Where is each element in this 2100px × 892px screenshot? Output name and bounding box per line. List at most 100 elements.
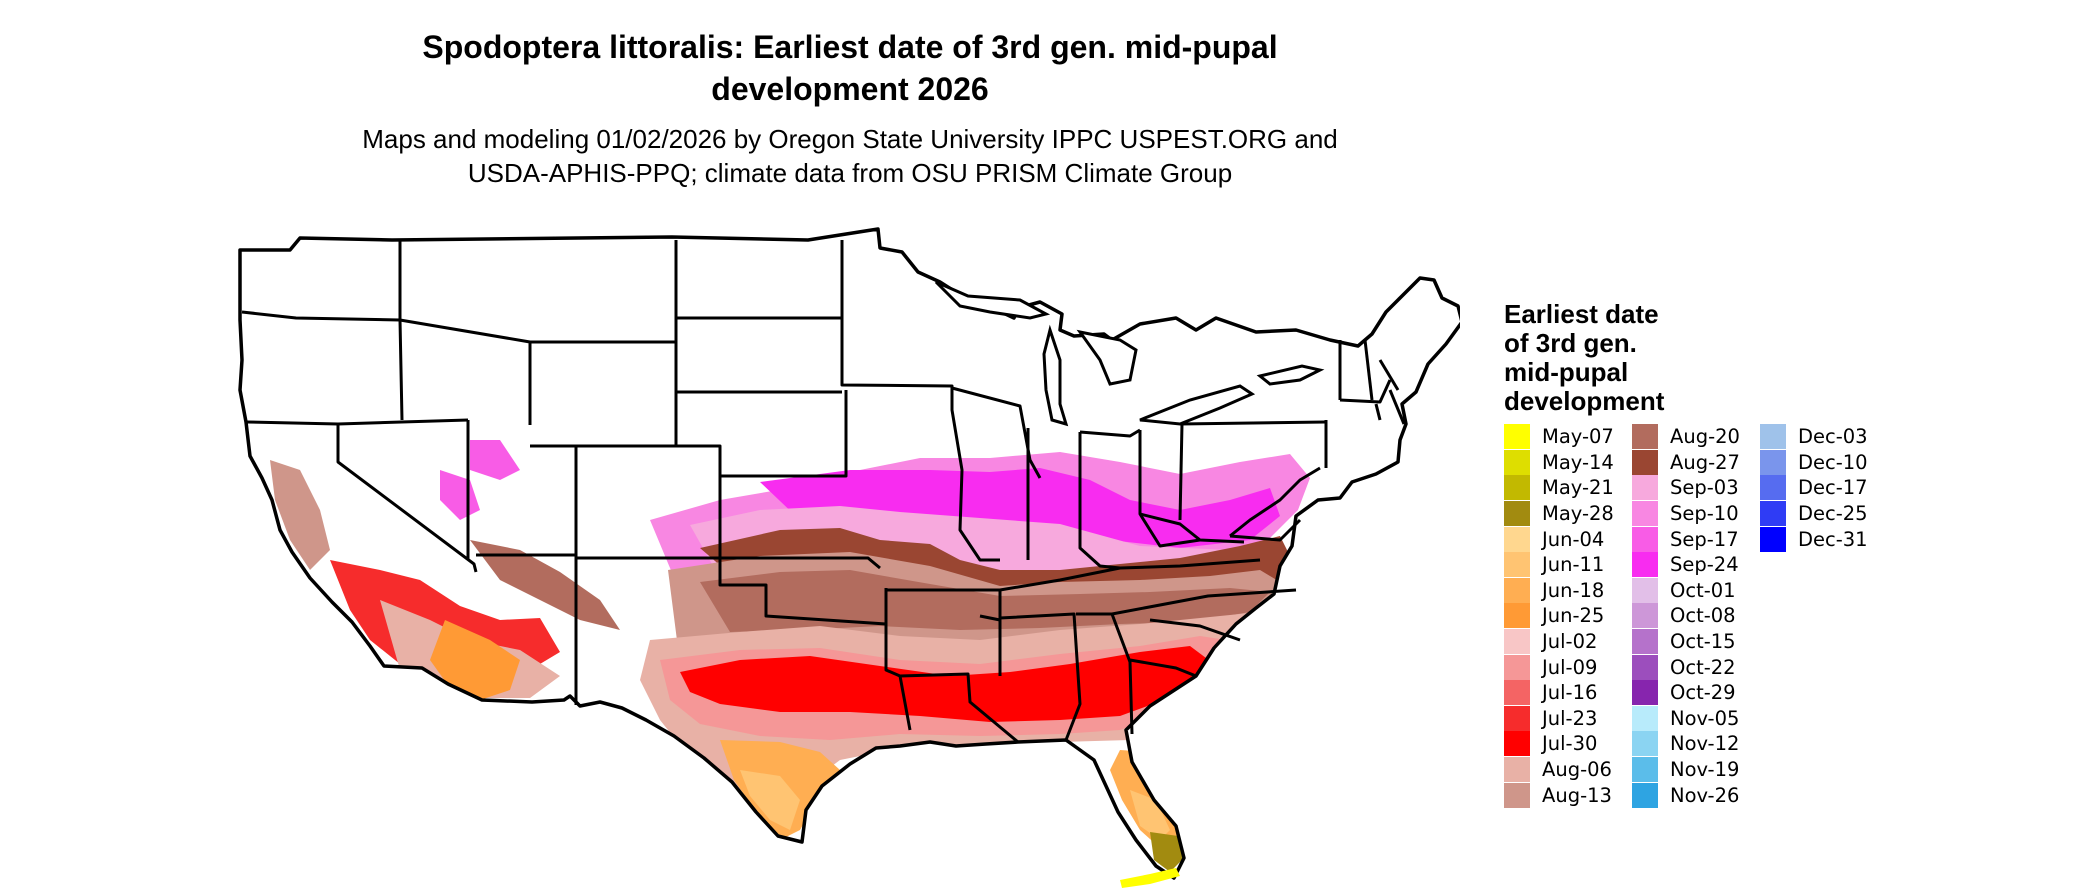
legend-item: Dec-10 xyxy=(1760,449,1868,476)
legend-item: Dec-25 xyxy=(1760,501,1868,527)
legend-item: May-07 xyxy=(1504,424,1614,450)
legend-label: Jun-11 xyxy=(1542,553,1605,577)
legend-item: Dec-03 xyxy=(1760,424,1868,450)
legend-swatch xyxy=(1504,680,1530,706)
legend-label: Sep-03 xyxy=(1670,476,1739,500)
legend-swatch xyxy=(1504,654,1530,680)
legend-label: Nov-05 xyxy=(1670,706,1740,730)
legend-item: Nov-12 xyxy=(1632,731,1740,757)
legend-swatch xyxy=(1632,782,1658,808)
us-map xyxy=(238,227,1460,888)
map-subtitle-line-2: USDA-APHIS-PPQ; climate data from OSU PR… xyxy=(467,158,1233,188)
legend-swatch xyxy=(1632,603,1658,629)
zone-aug-20-west xyxy=(470,540,620,630)
legend-swatch xyxy=(1632,424,1658,450)
legend-item: May-14 xyxy=(1504,449,1614,476)
legend-label: Oct-01 xyxy=(1670,578,1736,602)
zone-aug-13-california xyxy=(270,460,330,570)
legend-label: Oct-08 xyxy=(1670,604,1736,628)
legend-swatch xyxy=(1632,654,1658,680)
legend-item: Jul-09 xyxy=(1504,654,1614,680)
legend-label: Dec-17 xyxy=(1798,476,1868,500)
legend-item: Nov-26 xyxy=(1632,782,1740,808)
legend-item: Aug-13 xyxy=(1504,782,1614,808)
legend-item: Jun-18 xyxy=(1504,577,1614,604)
legend-label: Aug-27 xyxy=(1670,450,1740,474)
legend-label: May-07 xyxy=(1542,425,1614,449)
legend-swatch xyxy=(1632,449,1658,475)
legend-item: Jun-25 xyxy=(1504,603,1614,629)
zone-jun-25-arizona xyxy=(430,620,520,700)
legend-column-1: May-07 May-14 May-21 May-28 Jun-04 Jun-11 Jun-… xyxy=(1504,424,1614,808)
legend-item: Aug-06 xyxy=(1504,757,1614,783)
legend-item: Oct-29 xyxy=(1632,680,1740,706)
legend-swatch xyxy=(1504,603,1530,629)
legend-label: Jul-09 xyxy=(1542,655,1598,679)
legend-item: Sep-17 xyxy=(1632,526,1740,552)
legend-label: Jun-25 xyxy=(1542,604,1605,628)
legend-label: Dec-31 xyxy=(1798,527,1868,551)
legend-swatch xyxy=(1632,475,1658,501)
legend-column-3: Dec-03 Dec-10 Dec-17 Dec-25 Dec-31 xyxy=(1760,424,1868,552)
legend-label: Jul-16 xyxy=(1542,681,1598,705)
legend-swatch xyxy=(1760,424,1786,450)
legend-label: May-21 xyxy=(1542,476,1614,500)
legend-swatch xyxy=(1632,705,1658,731)
legend-swatch xyxy=(1632,757,1658,783)
legend-swatch xyxy=(1504,629,1530,655)
legend-item: Jun-11 xyxy=(1504,552,1614,578)
legend-label: Jul-02 xyxy=(1542,630,1598,654)
legend-label: Nov-19 xyxy=(1670,758,1740,782)
legend-swatch xyxy=(1760,501,1786,527)
legend-item: Dec-31 xyxy=(1760,526,1868,552)
legend-label: Oct-29 xyxy=(1670,681,1736,705)
legend-item: Jul-30 xyxy=(1504,731,1614,757)
map-title-line-1: Spodoptera littoralis: Earliest date of … xyxy=(422,29,1278,65)
legend-swatch xyxy=(1504,705,1530,731)
legend-label: Dec-25 xyxy=(1798,502,1868,526)
legend-swatch xyxy=(1504,782,1530,808)
legend-swatch xyxy=(1632,629,1658,655)
legend-label: Jun-18 xyxy=(1542,578,1605,602)
legend-item: Nov-05 xyxy=(1632,705,1740,732)
legend-item: Jun-04 xyxy=(1504,526,1614,552)
legend-label: Jul-30 xyxy=(1542,732,1598,756)
legend-swatch xyxy=(1504,475,1530,501)
zone-aug-20 xyxy=(700,570,1270,632)
legend-swatch xyxy=(1504,526,1530,552)
legend-swatch xyxy=(1760,475,1786,501)
legend-label: Nov-12 xyxy=(1670,732,1740,756)
legend-label: May-14 xyxy=(1542,450,1614,474)
legend-item: Sep-10 xyxy=(1632,501,1740,527)
legend-label: Jun-04 xyxy=(1542,527,1605,551)
legend-item: Nov-19 xyxy=(1632,757,1740,783)
legend-swatch xyxy=(1632,552,1658,578)
legend-title-line: of 3rd gen. xyxy=(1504,328,1637,358)
legend-swatch xyxy=(1632,577,1658,603)
legend-item: Dec-17 xyxy=(1760,475,1868,501)
legend-item: Sep-03 xyxy=(1632,475,1740,501)
legend-label: Sep-10 xyxy=(1670,502,1739,526)
legend-swatch xyxy=(1504,757,1530,783)
legend-swatch xyxy=(1504,731,1530,757)
legend-swatch xyxy=(1504,501,1530,527)
legend-item: Jul-16 xyxy=(1504,680,1614,706)
legend-swatch xyxy=(1632,731,1658,757)
legend-swatch xyxy=(1504,552,1530,578)
legend-item: Aug-20 xyxy=(1632,424,1740,450)
legend-item: Jul-02 xyxy=(1504,629,1614,655)
legend-swatch xyxy=(1504,449,1530,475)
legend-label: Sep-17 xyxy=(1670,527,1739,551)
zone-sep-17-west xyxy=(440,470,480,520)
legend-item: Oct-08 xyxy=(1632,603,1740,629)
legend-swatch xyxy=(1632,526,1658,552)
legend-item: Jul-23 xyxy=(1504,705,1614,732)
legend-title-line: Earliest date xyxy=(1504,299,1659,329)
legend-label: Oct-22 xyxy=(1670,655,1736,679)
zone-sep-17-utah xyxy=(470,440,520,480)
legend-item: Aug-27 xyxy=(1632,449,1740,476)
legend-item: May-21 xyxy=(1504,475,1614,501)
legend-column-2: Aug-20 Aug-27 Sep-03 Sep-10 Sep-17 Sep-24 Oct-… xyxy=(1632,424,1740,808)
legend-title-line: development xyxy=(1504,386,1665,416)
legend-title-line: mid-pupal xyxy=(1504,357,1629,387)
